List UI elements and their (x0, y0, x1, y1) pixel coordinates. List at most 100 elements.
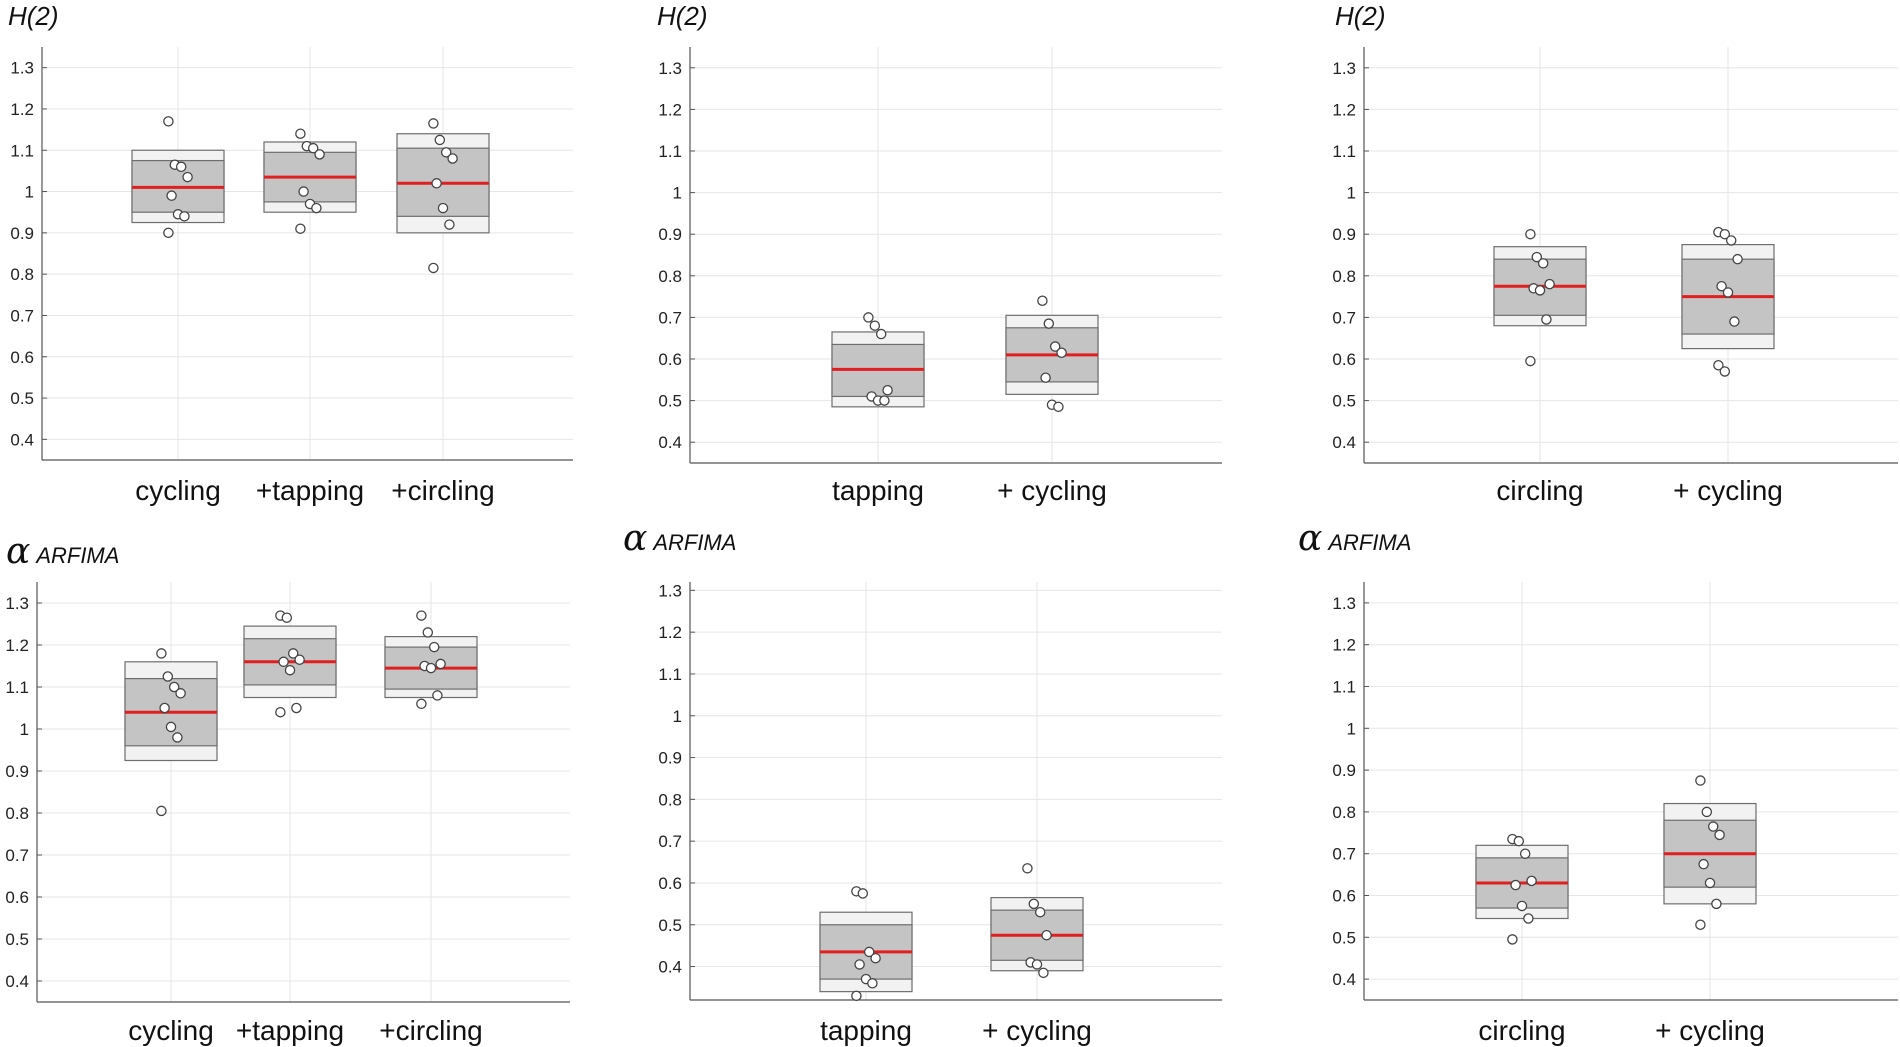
box-2 (1663, 775, 1757, 931)
y-tick-label: 0.8 (10, 265, 34, 284)
y-tick-label: 1.3 (658, 581, 682, 600)
data-point (162, 671, 174, 682)
data-point (431, 178, 442, 189)
category-label: circling (1478, 1015, 1565, 1046)
data-point (435, 658, 446, 670)
data-point (314, 149, 325, 160)
y-tick-label: 1 (25, 183, 34, 202)
data-point (1531, 251, 1543, 263)
data-point (432, 690, 443, 701)
title-text: H(2) (8, 1, 59, 31)
category-label: cycling (135, 475, 221, 506)
chart-panel-6: 1.3 1.2 1.1 1 0.9 0.8 0.7 0.6 0.5 0.4 circling + cy… (1298, 518, 1898, 1046)
y-tick-label: 0.5 (1332, 392, 1356, 411)
y-tick-label: 0.7 (658, 832, 682, 851)
category-label: cycling (128, 1015, 214, 1046)
data-point (1725, 235, 1737, 246)
data-point (1049, 341, 1061, 352)
data-point (1714, 829, 1725, 841)
title-text: H(2) (657, 1, 708, 31)
y-tick-label: 1.3 (5, 594, 29, 613)
y-tick-label: 0.6 (10, 348, 34, 367)
data-point (156, 648, 167, 659)
box-2 (1681, 226, 1775, 377)
data-point (1729, 316, 1740, 327)
y-tick-label: 0.5 (658, 392, 682, 411)
data-point (863, 946, 875, 958)
data-point (166, 190, 177, 201)
title-symbol: α (6, 531, 30, 572)
data-point (295, 223, 306, 234)
data-point (428, 641, 440, 653)
y-tick-label: 0.5 (658, 916, 682, 935)
data-point (870, 952, 881, 964)
y-tick-label: 0.8 (1332, 267, 1356, 286)
data-point (425, 662, 437, 674)
data-point (1037, 295, 1048, 307)
box-1 (124, 648, 218, 817)
y-tick-label: 1.1 (658, 142, 682, 161)
chart-panel-2: 1.3 1.2 1.1 1 0.9 0.8 0.7 0.6 0.5 0.4 tapping + cyc… (657, 1, 1222, 506)
box-2 (1005, 295, 1099, 413)
data-point (437, 202, 449, 214)
data-point (159, 702, 170, 714)
data-point (1716, 280, 1727, 292)
y-tick-label: 0.4 (5, 972, 29, 991)
y-tick-label: 0.9 (658, 225, 682, 244)
y-tick-label: 0.8 (658, 267, 682, 286)
data-point (179, 211, 190, 222)
y-tick-label: 0.5 (5, 930, 29, 949)
y-tick-label: 1.3 (1332, 59, 1356, 78)
data-point (416, 610, 427, 621)
data-point (1704, 877, 1716, 889)
y-tick-label: 0.6 (5, 888, 29, 907)
data-point (1698, 858, 1709, 870)
data-point (851, 990, 862, 1002)
data-point (1526, 875, 1537, 887)
data-point (278, 656, 289, 668)
y-tick-label: 1 (1347, 719, 1356, 738)
category-label: circling (1496, 475, 1583, 506)
category-label: + cycling (1673, 475, 1783, 506)
box-1 (1475, 833, 1569, 945)
data-point (416, 698, 427, 710)
data-point (1701, 806, 1713, 818)
data-point (867, 978, 878, 989)
panel-title: α ARFIMA (623, 518, 736, 559)
data-point (287, 648, 299, 659)
y-tick-label: 0.4 (658, 433, 682, 452)
data-point (869, 320, 881, 331)
y-tick-label: 0.9 (1332, 225, 1356, 244)
chart-panel-4: 1.3 1.2 1.1 1 0.9 0.8 0.7 0.6 0.5 0.4 cycling +tapp… (5, 531, 570, 1046)
data-point (1719, 228, 1731, 240)
data-point (163, 227, 174, 239)
box-1 (1493, 228, 1587, 367)
data-point (1041, 929, 1052, 941)
box-1 (131, 116, 225, 239)
data-point (298, 186, 309, 197)
y-tick-label: 0.7 (1332, 308, 1356, 327)
data-point (879, 395, 890, 406)
y-tick-label: 0.4 (1332, 433, 1356, 452)
chart-panel-1: 1.3 1.2 1.1 1 0.9 0.8 0.7 0.6 0.5 0.4 cycling +tapp… (8, 1, 573, 506)
y-tick-label: 0.6 (658, 874, 682, 893)
data-point (1043, 318, 1055, 329)
y-tick-label: 1.1 (1332, 678, 1356, 697)
y-tick-label: 1.2 (5, 636, 29, 655)
box-2 (263, 128, 357, 234)
data-point (1031, 959, 1043, 970)
title-symbol: α (1298, 518, 1322, 559)
box-3 (384, 610, 478, 710)
box-1 (831, 312, 925, 408)
data-point (275, 706, 286, 718)
y-tick-label: 1.1 (658, 665, 682, 684)
y-tick-label: 0.6 (1332, 887, 1356, 906)
box-1 (819, 886, 913, 1002)
data-point (1722, 287, 1734, 298)
chart-panel-5: 1.3 1.2 1.1 1 0.9 0.8 0.7 0.6 0.5 0.4 tapping + cyc… (623, 518, 1222, 1046)
data-point (294, 654, 305, 665)
data-point (428, 118, 439, 129)
data-point (172, 732, 183, 743)
category-label: tapping (832, 475, 924, 506)
data-point (281, 612, 293, 623)
